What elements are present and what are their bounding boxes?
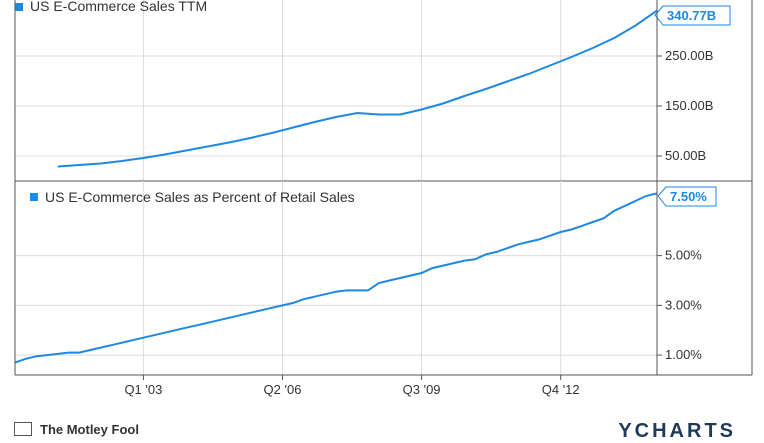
y-tick-label: 250.00B [665, 48, 713, 63]
top-legend-swatch [15, 3, 23, 11]
top-legend-label: US E-Commerce Sales TTM [30, 0, 207, 14]
x-tick-label: Q2 '06 [264, 382, 302, 397]
top-y-axis: 250.00B 150.00B 50.00B [657, 48, 713, 163]
x-tick-label: Q1 '03 [124, 382, 162, 397]
top-last-value-callout: 340.77B [654, 5, 731, 26]
bottom-callout-box [657, 186, 717, 207]
top-panel-grid [15, 0, 657, 181]
y-tick-label: 3.00% [665, 297, 702, 312]
ecommerce-sales-line [57, 9, 658, 168]
top-callout-label: 340.77B [667, 8, 716, 23]
y-tick-label: 1.00% [665, 347, 702, 362]
bottom-callout-label: 7.50% [670, 189, 707, 204]
chart: US E-Commerce Sales TTM 250.00B 150.00B 50… [0, 0, 764, 432]
top-panel: US E-Commerce Sales TTM 250.00B 150.00B 50… [15, 0, 731, 181]
bottom-y-axis: 5.00% 3.00% 1.00% [657, 248, 702, 362]
motley-fool-logo-icon [14, 422, 32, 436]
ecommerce-percent-line [14, 192, 658, 364]
x-axis: Q1 '03 Q2 '06 Q3 '09 Q4 '12 [124, 375, 580, 397]
footer: The Motley Fool YCHARTS [0, 418, 764, 442]
x-tick-label: Q4 '12 [542, 382, 580, 397]
bottom-panel-grid [15, 181, 657, 375]
x-tick-label: Q3 '09 [403, 382, 441, 397]
y-tick-label: 50.00B [665, 148, 706, 163]
bottom-panel: US E-Commerce Sales as Percent of Retail… [14, 181, 717, 375]
y-tick-label: 150.00B [665, 98, 713, 113]
footer-source: The Motley Fool [40, 422, 139, 437]
top-callout-box [654, 5, 731, 26]
bottom-legend-swatch [30, 193, 38, 201]
y-tick-label: 5.00% [665, 248, 702, 263]
chart-background [0, 0, 764, 432]
bottom-last-value-callout: 7.50% [657, 186, 717, 207]
bottom-legend-label: US E-Commerce Sales as Percent of Retail… [45, 189, 355, 205]
